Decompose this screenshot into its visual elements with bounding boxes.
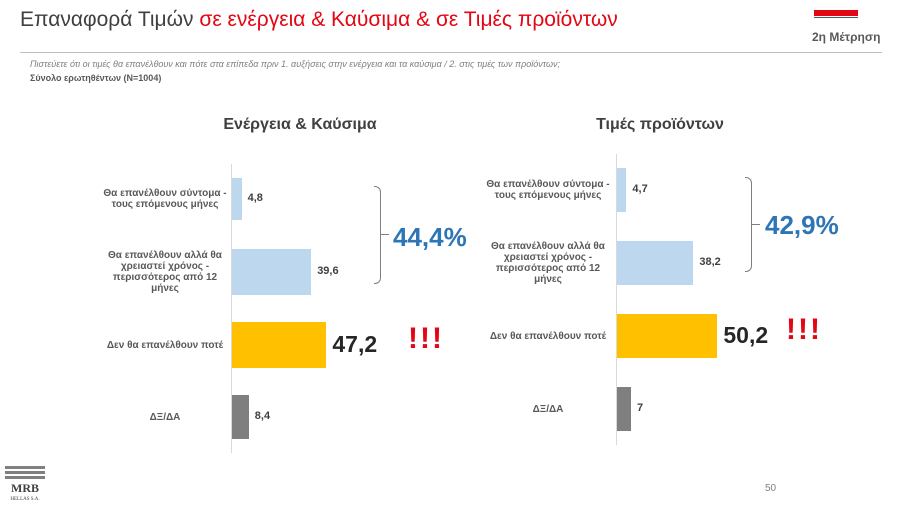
chart2-title: Τιμές προϊόντων bbox=[596, 116, 724, 133]
chart2-bar bbox=[617, 168, 627, 212]
chart1-title: Ενέργεια & Καύσιμα bbox=[223, 116, 377, 133]
chart2-bar bbox=[617, 314, 718, 358]
chart1-bracket-tick bbox=[381, 234, 389, 235]
chart1-data-label: 39,6 bbox=[317, 265, 339, 277]
chart2-category-label: ΔΞ/ΔΑ bbox=[532, 403, 564, 415]
chart2-bar bbox=[617, 387, 631, 431]
chart2-exclamation: !!! bbox=[786, 313, 822, 346]
chart1-category-label: Θα επανέλθουν σύντομα - τους επόμενους μ… bbox=[103, 188, 227, 210]
mrb-logo-text: MRB bbox=[11, 481, 39, 495]
chart2-data-label: 50,2 bbox=[723, 322, 769, 348]
chart2-data-label: 38,2 bbox=[699, 256, 721, 268]
header-divider bbox=[20, 52, 882, 53]
mrb-logo: MRB HELLAS S.A. bbox=[5, 466, 45, 502]
chart1-bar bbox=[232, 395, 249, 439]
page-number: 50 bbox=[765, 483, 777, 494]
chart2-data-label: 4,7 bbox=[632, 183, 648, 195]
base-text: Σύνολο ερωτηθέντων (N=1004) bbox=[30, 73, 162, 83]
chart1-axis-line bbox=[231, 164, 232, 453]
chart1-exclamation: !!! bbox=[408, 322, 444, 355]
chart1-bracket bbox=[374, 186, 381, 284]
chart2-data-label: 7 bbox=[637, 402, 644, 414]
measurement-label: 2η Μέτρηση bbox=[812, 30, 881, 44]
chart2-category-label: Θα επανέλθουν σύντομα - τους επόμενους μ… bbox=[486, 179, 610, 201]
chart1-category-label: Δεν θα επανέλθουν ποτέ bbox=[106, 339, 224, 351]
chart1-data-label: 4,8 bbox=[247, 192, 263, 204]
chart1-category-label: Θα επανέλθουν αλλά θα χρειαστεί χρόνος -… bbox=[108, 250, 222, 294]
chart2-category-label: Δεν θα επανέλθουν ποτέ bbox=[489, 330, 607, 342]
chart2-bar bbox=[617, 241, 694, 285]
chart1-data-label: 47,2 bbox=[332, 331, 378, 357]
chart2-bracket-tick bbox=[752, 223, 760, 225]
chart1-category-label: ΔΞ/ΔΑ bbox=[149, 411, 181, 423]
question-text: Πιστεύετε ότι οι τιμές θα επανέλθουν και… bbox=[30, 59, 560, 69]
chart2-axis-line bbox=[616, 154, 617, 445]
chart1-bracket-sum: 44,4% bbox=[393, 222, 467, 252]
title-plain: Επαναφορά Τιμών bbox=[20, 8, 200, 31]
chart2-bracket-sum: 42,9% bbox=[765, 210, 839, 240]
chart1-bar bbox=[232, 249, 312, 295]
brand-logo bbox=[812, 8, 860, 18]
chart2-bracket bbox=[745, 177, 752, 272]
mrb-logo-subtext: HELLAS S.A. bbox=[10, 497, 39, 502]
page-title: Επαναφορά Τιμών σε ενέργεια & Καύσιμα & … bbox=[20, 8, 618, 32]
chart1-data-label: 8,4 bbox=[254, 410, 271, 422]
chart1-bar bbox=[232, 178, 242, 220]
chart1-bar bbox=[232, 322, 327, 368]
title-highlight: σε ενέργεια & Καύσιμα & σε Τιμές προϊόντ… bbox=[199, 8, 618, 31]
chart2-category-label: Θα επανέλθουν αλλά θα χρειαστεί χρόνος -… bbox=[491, 241, 605, 285]
